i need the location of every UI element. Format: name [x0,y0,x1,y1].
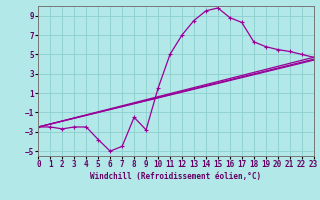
X-axis label: Windchill (Refroidissement éolien,°C): Windchill (Refroidissement éolien,°C) [91,172,261,181]
